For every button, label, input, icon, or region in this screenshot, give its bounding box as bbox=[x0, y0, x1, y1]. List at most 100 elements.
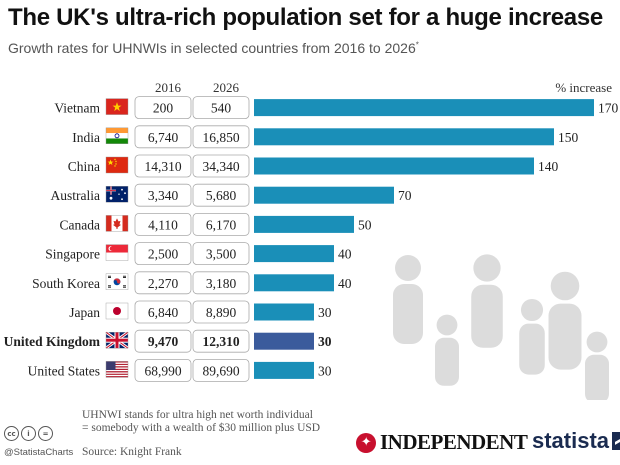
value-2016: 9,470 bbox=[148, 334, 179, 349]
value-2016: 68,990 bbox=[144, 363, 181, 378]
country-label: South Korea bbox=[32, 276, 100, 291]
value-box-2016 bbox=[134, 154, 192, 178]
country-label: China bbox=[68, 159, 100, 174]
bar bbox=[254, 303, 314, 321]
value-2026: 34,340 bbox=[202, 159, 239, 174]
japan-flag-icon bbox=[105, 302, 129, 320]
value-box-2026 bbox=[192, 96, 250, 119]
value-2026: 5,680 bbox=[206, 188, 237, 203]
people-illustration bbox=[393, 254, 609, 400]
column-header-2016: 2016 bbox=[155, 80, 181, 95]
australia-flag-icon bbox=[105, 185, 129, 203]
value-box-2016 bbox=[134, 242, 192, 266]
cc-icon: cc bbox=[4, 426, 19, 441]
value-box-2016 bbox=[134, 271, 192, 295]
license-icons: cc i = bbox=[4, 426, 53, 441]
value-box-2016 bbox=[134, 329, 192, 353]
value-box-2016 bbox=[134, 125, 192, 149]
bar-value-label: 150 bbox=[558, 130, 579, 145]
footnote-line-1: UHNWI stands for ultra high net worth in… bbox=[82, 409, 313, 421]
statista-handle: @StatistaCharts bbox=[4, 447, 74, 458]
column-header-2026: 2026 bbox=[213, 80, 239, 95]
column-header-percent-increase: % increase bbox=[555, 80, 612, 95]
value-2016: 14,310 bbox=[144, 159, 181, 174]
subtitle-text: Growth rates for UHNWIs in selected coun… bbox=[8, 40, 416, 56]
value-box-2026 bbox=[192, 212, 250, 236]
chart-title: The UK's ultra-rich population set for a… bbox=[8, 4, 603, 31]
value-2026: 8,890 bbox=[206, 305, 237, 320]
bar bbox=[254, 99, 594, 117]
statista-icon bbox=[612, 432, 620, 450]
value-2026: 3,500 bbox=[206, 247, 237, 262]
united-kingdom-flag-icon bbox=[105, 330, 129, 350]
value-2016: 6,840 bbox=[148, 305, 179, 320]
country-label: Vietnam bbox=[54, 101, 100, 116]
value-box-2026 bbox=[192, 242, 250, 266]
bar bbox=[254, 128, 554, 146]
statista-logo[interactable]: statista bbox=[532, 428, 620, 454]
canada-flag-icon bbox=[105, 215, 129, 232]
value-box-2026 bbox=[192, 358, 250, 382]
bar bbox=[254, 332, 314, 350]
value-box-2026 bbox=[192, 329, 250, 353]
footnote: UHNWI stands for ultra high net worth in… bbox=[82, 409, 320, 435]
country-label: India bbox=[72, 130, 100, 145]
value-2016: 2,270 bbox=[148, 276, 179, 291]
value-box-2016 bbox=[134, 300, 192, 324]
bar-value-label: 50 bbox=[358, 217, 372, 232]
value-box-2026 bbox=[192, 154, 250, 178]
bar-chart: Vietnam 200 540 170 India 6,740 16,850 150 China… bbox=[4, 96, 619, 400]
value-2026: 89,690 bbox=[202, 363, 239, 378]
value-box-2016 bbox=[134, 183, 192, 207]
bar bbox=[254, 215, 354, 233]
value-box-2016 bbox=[134, 212, 192, 236]
country-label: Singapore bbox=[45, 247, 100, 262]
south-korea-flag-icon bbox=[105, 273, 129, 290]
independent-logo[interactable]: ✦ INDEPENDENT bbox=[356, 430, 528, 455]
country-label: United Kingdom bbox=[4, 334, 101, 349]
value-2026: 540 bbox=[211, 101, 232, 116]
bar bbox=[254, 361, 314, 379]
subtitle-footnote-mark: * bbox=[415, 40, 419, 50]
value-box-2026 bbox=[192, 300, 250, 324]
footnote-line-2: = somebody with a wealth of $30 million … bbox=[82, 422, 321, 434]
value-2016: 200 bbox=[153, 101, 174, 116]
bar-value-label: 30 bbox=[318, 363, 332, 378]
bar-value-label: 40 bbox=[338, 247, 352, 262]
value-box-2026 bbox=[192, 183, 250, 207]
country-label: Australia bbox=[51, 188, 101, 203]
source-note: Source: Knight Frank bbox=[82, 446, 182, 458]
value-box-2016 bbox=[134, 358, 192, 382]
value-box-2026 bbox=[192, 125, 250, 149]
value-2016: 3,340 bbox=[148, 188, 179, 203]
value-2026: 12,310 bbox=[202, 334, 239, 349]
bar-value-label: 170 bbox=[598, 101, 619, 116]
value-2016: 6,740 bbox=[148, 130, 179, 145]
value-box-2026 bbox=[192, 271, 250, 295]
value-2016: 4,110 bbox=[148, 217, 178, 232]
country-label: Japan bbox=[69, 305, 100, 320]
value-2026: 16,850 bbox=[202, 130, 239, 145]
bar-value-label: 140 bbox=[538, 159, 559, 174]
independent-eagle-icon: ✦ bbox=[356, 432, 376, 453]
chart-subtitle: Growth rates for UHNWIs in selected coun… bbox=[8, 40, 419, 56]
bar bbox=[254, 157, 534, 175]
bar bbox=[254, 245, 334, 263]
india-flag-icon bbox=[105, 127, 129, 145]
bar bbox=[254, 274, 334, 292]
bar-value-label: 30 bbox=[318, 305, 332, 320]
no-derivatives-icon: = bbox=[38, 426, 53, 441]
country-label: United States bbox=[28, 363, 100, 378]
china-flag-icon bbox=[105, 156, 129, 174]
bar-value-label: 40 bbox=[338, 276, 352, 291]
value-2026: 3,180 bbox=[206, 276, 237, 291]
bar-value-label: 70 bbox=[398, 188, 412, 203]
singapore-flag-icon bbox=[105, 244, 129, 261]
bar bbox=[254, 186, 394, 204]
united-states-flag-icon bbox=[105, 361, 129, 378]
value-2016: 2,500 bbox=[148, 247, 179, 262]
bar-value-label: 30 bbox=[318, 334, 332, 349]
vietnam-flag-icon bbox=[105, 98, 129, 115]
value-2026: 6,170 bbox=[206, 217, 237, 232]
statista-wordmark: statista bbox=[532, 428, 610, 453]
